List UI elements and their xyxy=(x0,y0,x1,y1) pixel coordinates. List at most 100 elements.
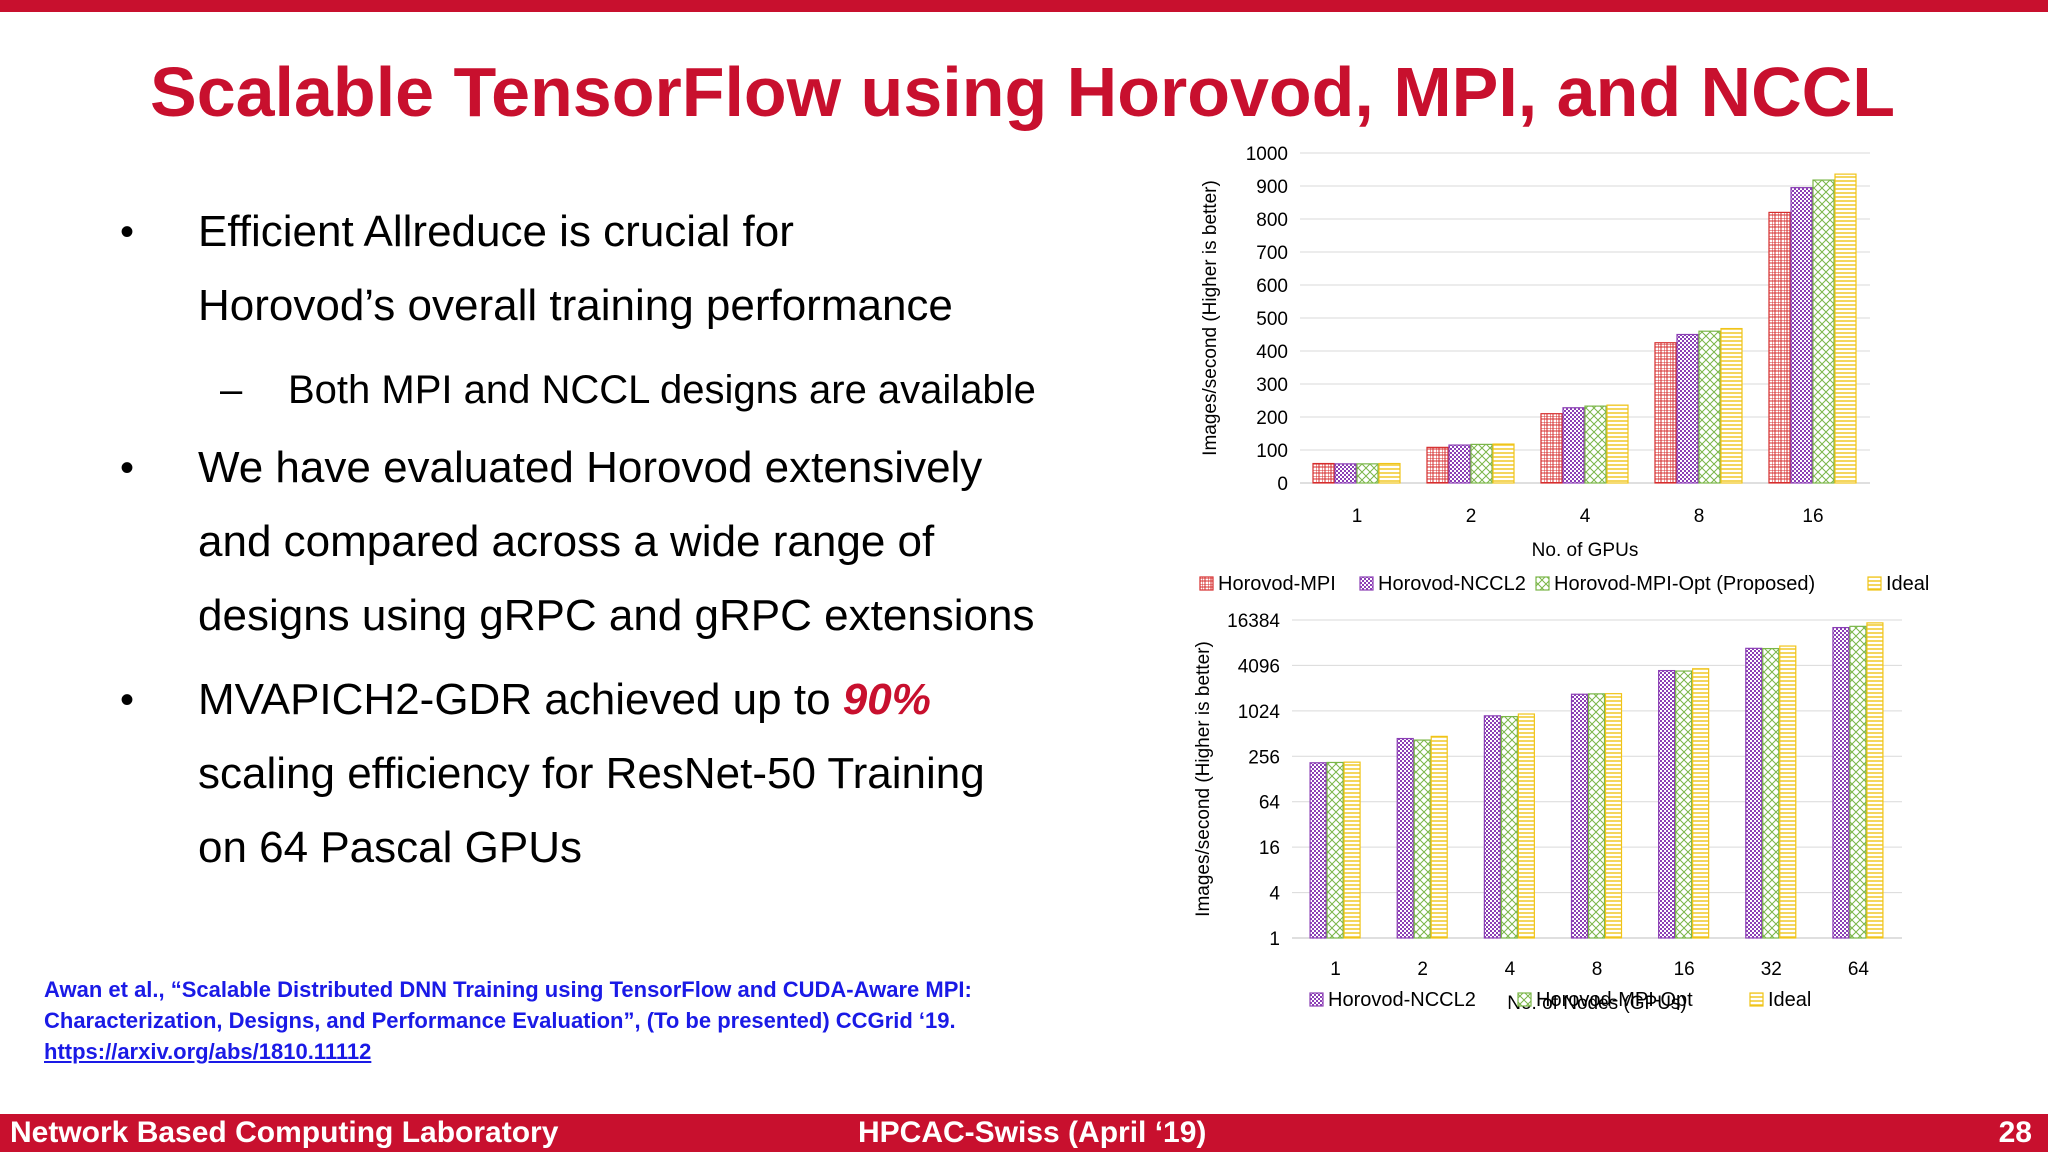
y-tick-label: 1000 xyxy=(1246,144,1288,165)
bar-ideal-2 xyxy=(1492,443,1515,484)
y-tick-label: 300 xyxy=(1256,375,1288,396)
bullet-3-line-1: MVAPICH2-GDR achieved up to 90% xyxy=(198,663,931,737)
bar-horovod-mpi-opt-4 xyxy=(1500,715,1518,939)
bullet-3-prefix: MVAPICH2-GDR achieved up to xyxy=(198,675,843,724)
reference-line-1: Awan et al., “Scalable Distributed DNN T… xyxy=(44,977,972,1002)
bar-ideal-32 xyxy=(1779,645,1797,939)
y-tick-label: 900 xyxy=(1256,177,1288,198)
x-axis-title: No. of GPUs xyxy=(1532,540,1639,561)
x-tick-label: 4 xyxy=(1505,959,1516,980)
y-tick-label: 64 xyxy=(1259,793,1281,814)
legend-swatch xyxy=(1867,576,1882,591)
bar-ideal-16 xyxy=(1834,173,1857,484)
y-axis-title: Images/second (Higher is better) xyxy=(1200,180,1221,456)
bar-horovod-nccl2-16 xyxy=(1658,669,1676,939)
y-tick-label: 0 xyxy=(1277,474,1288,495)
legend-label: Ideal xyxy=(1886,573,1929,595)
legend-label: Horovod-MPI-Opt (Proposed) xyxy=(1554,573,1815,595)
bar-horovod-nccl2-1 xyxy=(1309,762,1327,939)
y-tick-label: 16 xyxy=(1259,838,1280,859)
bar-horovod-mpi-opt-proposed--16 xyxy=(1812,179,1835,484)
bar-ideal-2 xyxy=(1430,735,1448,939)
bar-horovod-mpi-opt-32 xyxy=(1762,647,1780,939)
node-scaling-chart: 1 4 16 64 256 1024 4096 16384 1 2 4 8 16 32 64 No. of N… xyxy=(1193,611,1902,1014)
bar-horovod-nccl2-4 xyxy=(1483,715,1501,939)
legend-swatch xyxy=(1309,992,1324,1007)
bar-horovod-mpi-opt-16 xyxy=(1675,670,1693,939)
legend-label: Horovod-NCCL2 xyxy=(1378,573,1526,595)
x-tick-label: 2 xyxy=(1417,959,1428,980)
gpu-scaling-chart: 0 100 200 300 400 500 600 700 800 900 1000 1 2 4 8 16 No… xyxy=(1199,144,1929,595)
y-tick-label: 800 xyxy=(1256,210,1288,231)
bar-horovod-mpi-2 xyxy=(1426,446,1449,484)
bullet-2-line-3: designs using gRPC and gRPC extensions xyxy=(198,591,1035,640)
bullet-marker: • xyxy=(120,446,135,490)
bar-horovod-mpi-opt-proposed--4 xyxy=(1584,405,1607,484)
bar-ideal-1 xyxy=(1343,761,1361,939)
y-axis-title: Images/second (Higher is better) xyxy=(1193,641,1214,917)
bar-ideal-1 xyxy=(1378,462,1401,484)
bar-horovod-nccl2-4 xyxy=(1562,407,1585,484)
bar-horovod-nccl2-8 xyxy=(1570,693,1589,939)
legend-label: Horovod-MPI xyxy=(1218,573,1336,595)
x-tick-label: 1 xyxy=(1352,506,1363,527)
x-tick-label: 64 xyxy=(1848,959,1870,980)
efficiency-highlight: 90% xyxy=(842,675,931,724)
legend-swatch xyxy=(1535,576,1550,591)
bar-ideal-4 xyxy=(1517,713,1535,939)
bar-horovod-nccl2-64 xyxy=(1832,626,1850,939)
bar-horovod-mpi-opt-proposed--1 xyxy=(1356,463,1379,484)
x-tick-label: 4 xyxy=(1580,506,1591,527)
sub-bullet-dash: – xyxy=(220,368,243,412)
bar-horovod-mpi-1 xyxy=(1312,462,1335,484)
slide-title: Scalable TensorFlow using Horovod, MPI, … xyxy=(150,53,1895,131)
legend-swatch xyxy=(1517,992,1532,1007)
bar-horovod-nccl2-8 xyxy=(1676,333,1699,484)
y-tick-label: 1024 xyxy=(1238,702,1281,723)
y-tick-label: 500 xyxy=(1256,309,1288,330)
bar-horovod-mpi-opt-2 xyxy=(1413,739,1431,939)
y-tick-label: 100 xyxy=(1256,441,1288,462)
bar-horovod-nccl2-2 xyxy=(1448,444,1471,484)
footer-lab: Network Based Computing Laboratory xyxy=(10,1116,559,1149)
bar-horovod-nccl2-16 xyxy=(1790,187,1813,484)
bullet-1-line-1: Efficient Allreduce is crucial for xyxy=(198,207,794,256)
reference-line-2: Characterization, Designs, and Performan… xyxy=(44,1008,956,1033)
bar-ideal-64 xyxy=(1866,622,1884,939)
footer-event: HPCAC-Swiss (April ‘19) xyxy=(858,1116,1207,1149)
bullet-marker: • xyxy=(120,678,135,722)
bullet-marker: • xyxy=(120,210,135,254)
bar-ideal-8 xyxy=(1604,693,1623,939)
bar-horovod-nccl2-32 xyxy=(1745,647,1763,939)
bar-horovod-mpi-opt-8 xyxy=(1587,693,1606,939)
y-tick-label: 600 xyxy=(1256,276,1288,297)
legend-swatch xyxy=(1199,576,1214,591)
bar-ideal-16 xyxy=(1692,668,1710,939)
bar-horovod-mpi-opt-proposed--8 xyxy=(1698,330,1721,484)
bar-ideal-8 xyxy=(1720,327,1743,484)
bar-horovod-mpi-4 xyxy=(1540,413,1563,484)
bar-horovod-mpi-opt-proposed--2 xyxy=(1470,443,1493,484)
y-tick-label: 1 xyxy=(1269,929,1280,950)
reference-link[interactable]: https://arxiv.org/abs/1810.11112 xyxy=(44,1039,372,1064)
bullet-1-line-2: Horovod’s overall training performance xyxy=(198,281,953,330)
y-tick-label: 400 xyxy=(1256,342,1288,363)
y-tick-label: 200 xyxy=(1256,408,1288,429)
y-tick-label: 256 xyxy=(1248,747,1280,768)
legend-label: Horovod-MPI-Opt xyxy=(1536,989,1693,1011)
y-tick-label: 4096 xyxy=(1238,656,1280,677)
y-tick-label: 700 xyxy=(1256,243,1288,264)
bar-horovod-mpi-8 xyxy=(1654,342,1677,484)
x-axis-title: No. of Nodes (GPUs) xyxy=(1507,993,1687,1014)
x-tick-label: 32 xyxy=(1761,959,1782,980)
bar-horovod-nccl2-2 xyxy=(1396,737,1414,939)
sub-bullet-1: Both MPI and NCCL designs are available xyxy=(288,368,1036,412)
x-tick-label: 2 xyxy=(1466,506,1477,527)
legend-swatch xyxy=(1749,992,1764,1007)
bar-horovod-mpi-16 xyxy=(1768,211,1791,484)
legend-label: Horovod-NCCL2 xyxy=(1328,989,1476,1011)
top-accent-bar xyxy=(0,0,2048,12)
y-tick-label: 4 xyxy=(1269,884,1280,905)
bar-horovod-mpi-opt-64 xyxy=(1849,625,1867,939)
footer-bar: Network Based Computing Laboratory HPCAC… xyxy=(0,1114,2048,1152)
